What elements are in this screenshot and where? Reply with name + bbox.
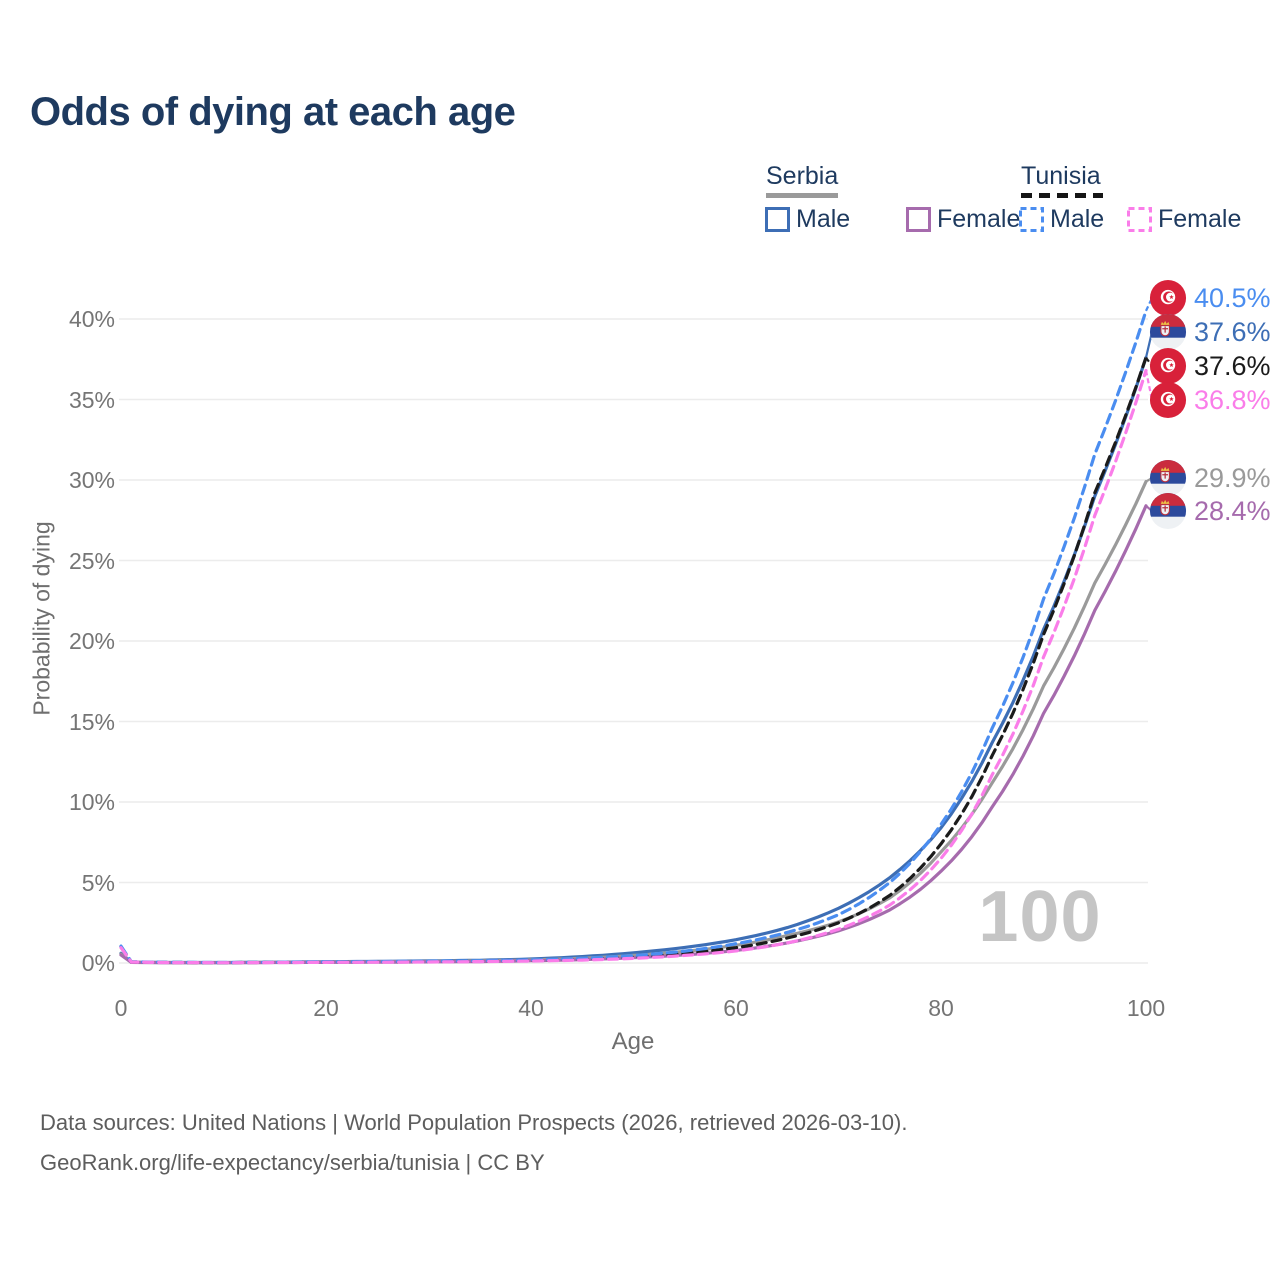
chart-title: Odds of dying at each age: [30, 90, 516, 134]
tunisia-flag-icon: [1149, 347, 1187, 385]
legend-label: Female: [1158, 204, 1242, 233]
end-label-tunisia-female: 36.8%: [1149, 381, 1271, 419]
tunisia-flag-icon: [1149, 381, 1187, 419]
y-tick-label: 5%: [81, 869, 115, 896]
data-source-text: Data sources: United Nations | World Pop…: [40, 1110, 908, 1135]
series-line-tunisia-female: [119, 368, 1148, 965]
x-tick-label: 20: [313, 995, 339, 1021]
y-tick-label: 20%: [68, 628, 115, 654]
legend-item-serbia-female: Female: [905, 204, 1020, 234]
end-label-tunisia-both: 37.6%: [1149, 347, 1271, 385]
x-tick-label: 0: [114, 995, 128, 1021]
end-value: 36.8%: [1194, 385, 1271, 415]
end-label-tunisia-male: 40.5%: [1149, 279, 1271, 317]
legend-group-serbia: Serbia: [766, 162, 839, 190]
serbia-solid-line-swatch: [766, 193, 838, 198]
x-tick-label: 80: [928, 995, 954, 1021]
x-tick-label: 40: [518, 995, 544, 1021]
y-axis-title: Probability of dying: [28, 521, 55, 716]
end-label-serbia-female: 28.4%: [1149, 492, 1271, 530]
end-value: 28.4%: [1194, 496, 1271, 526]
x-axis-title: Age: [611, 1028, 655, 1055]
y-tick-label: 25%: [68, 547, 115, 574]
end-value: 37.6%: [1194, 317, 1271, 347]
tunisia-dashed-line-swatch: [1021, 193, 1103, 198]
serbia-male-swatch-icon: [765, 206, 790, 232]
legend-group-tunisia: Tunisia: [1021, 162, 1101, 190]
legend-item-tunisia-female: Female: [1126, 204, 1241, 234]
y-tick-label: 30%: [68, 467, 115, 493]
y-tick-label: 10%: [68, 789, 115, 815]
series-line-serbia-male: [119, 356, 1148, 965]
serbia-flag-icon: [1149, 492, 1187, 530]
x-tick-label: 100: [1126, 995, 1166, 1021]
legend-label: Male: [796, 204, 851, 233]
series-line-tunisia-male: [119, 309, 1148, 965]
end-value: 29.9%: [1194, 463, 1271, 493]
serbia-flag-icon: [1149, 313, 1187, 351]
x-tick-label: 60: [723, 995, 749, 1021]
tunisia-flag-icon: [1149, 279, 1187, 317]
end-label-serbia-both: 29.9%: [1149, 459, 1271, 497]
y-tick-label: 0%: [81, 950, 115, 976]
legend-label: Male: [1050, 204, 1105, 233]
tunisia-male-swatch-icon: [1019, 206, 1044, 232]
y-tick-label: 15%: [68, 708, 115, 735]
series-line-tunisia: [119, 356, 1148, 965]
legend-item-serbia-male: Male: [764, 204, 850, 234]
y-tick-label: 35%: [68, 386, 115, 413]
attribution-text: GeoRank.org/life-expectancy/serbia/tunis…: [40, 1150, 545, 1175]
serbia-female-swatch-icon: [906, 206, 931, 232]
tunisia-female-swatch-icon: [1127, 206, 1152, 232]
y-tick-label: 40%: [68, 306, 115, 332]
serbia-flag-icon: [1149, 459, 1187, 497]
end-label-serbia-male: 37.6%: [1149, 313, 1271, 351]
legend-item-tunisia-male: Male: [1018, 204, 1104, 234]
legend-label: Female: [937, 204, 1021, 233]
end-value: 40.5%: [1194, 283, 1271, 313]
end-value: 37.6%: [1194, 351, 1271, 381]
age-watermark: 100: [978, 877, 1102, 957]
